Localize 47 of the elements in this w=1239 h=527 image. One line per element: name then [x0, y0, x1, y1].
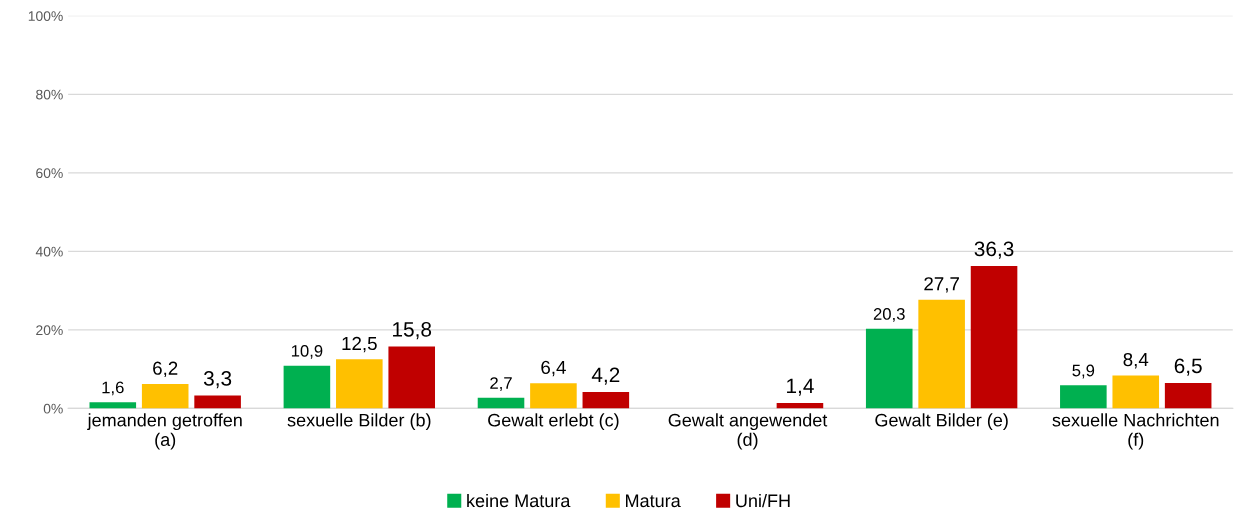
data-label: 10,9	[291, 344, 323, 359]
bar	[283, 365, 331, 409]
data-label: 3,3	[203, 371, 232, 389]
bar	[970, 265, 1018, 409]
data-label: 8,4	[1123, 352, 1149, 369]
y-tick-label: 60%	[36, 168, 63, 179]
data-label: 15,8	[393, 321, 432, 340]
bar	[388, 346, 436, 409]
x-tick-label: sexuelle Nachrichten (f)	[1052, 413, 1219, 450]
bar	[141, 384, 189, 409]
data-label: 2,7	[490, 377, 512, 391]
y-tick-label: 20%	[36, 325, 63, 336]
x-tick-label: sexuelle Bilder (b)	[287, 413, 431, 431]
bar	[918, 299, 965, 409]
bar	[776, 402, 824, 409]
data-label: 4,2	[591, 367, 620, 385]
bar	[477, 397, 525, 409]
bar	[530, 383, 577, 409]
bar	[1164, 382, 1212, 409]
legend-label: keine Matura	[467, 493, 571, 508]
y-tick-label: 80%	[36, 89, 63, 100]
data-label: 6,2	[153, 361, 178, 378]
x-tick-label: jemanden getroffen (a)	[87, 413, 242, 450]
data-label: 20,3	[873, 308, 905, 322]
x-tick-label: Gewalt erlebt (c)	[488, 413, 619, 431]
x-tick-label: Gewalt Bilder (e)	[875, 413, 1008, 431]
data-label: 6,5	[1174, 358, 1202, 376]
bar	[865, 328, 913, 409]
legend-label: Matura	[626, 494, 681, 508]
bar	[194, 395, 241, 409]
data-label: 1,4	[787, 378, 814, 396]
bar	[1112, 375, 1160, 409]
y-tick-label: 40%	[35, 246, 63, 257]
y-tick-label: 0%	[43, 403, 63, 414]
data-label: 12,5	[342, 336, 377, 353]
data-label: 5,9	[1072, 364, 1095, 379]
legend-label: Uni/FH	[736, 493, 790, 508]
data-label: 6,4	[541, 360, 566, 377]
data-label: 27,7	[924, 277, 959, 293]
data-label: 1,6	[102, 381, 124, 396]
x-tick-label: Gewalt angewendet (d)	[668, 413, 828, 450]
y-tick-label: 100%	[28, 11, 63, 21]
bar	[1060, 385, 1107, 409]
bar	[89, 402, 137, 409]
bar	[582, 391, 630, 409]
data-label: 36,3	[974, 241, 1014, 259]
bar	[336, 359, 383, 409]
